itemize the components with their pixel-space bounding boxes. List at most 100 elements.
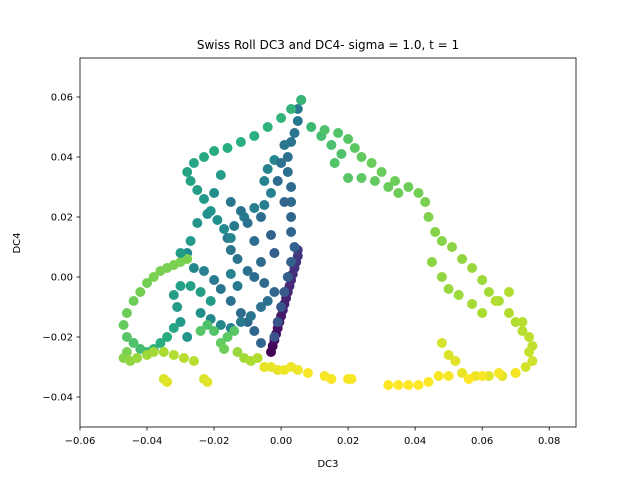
scatter-point: [457, 254, 468, 264]
scatter-point: [272, 176, 283, 186]
scatter-point: [202, 209, 213, 219]
scatter-point: [209, 146, 220, 156]
scatter-point: [336, 149, 347, 159]
scatter-point: [185, 236, 196, 246]
scatter-point: [195, 326, 206, 336]
scatter-point: [279, 197, 290, 207]
scatter-point: [279, 287, 290, 297]
scatter-point: [369, 176, 380, 186]
scatter-point: [343, 173, 354, 183]
scatter-point: [256, 338, 266, 348]
scatter-point: [128, 338, 139, 348]
scatter-point: [249, 131, 260, 141]
scatter-point: [148, 347, 159, 357]
y-axis-label: DC4: [12, 232, 23, 253]
scatter-point: [168, 290, 179, 300]
scatter-point: [215, 320, 226, 330]
scatter-point: [232, 281, 243, 291]
scatter-point: [199, 266, 209, 276]
scatter-point: [403, 380, 414, 390]
scatter-point: [420, 197, 431, 207]
y-tick-label: 0.04: [51, 153, 73, 164]
scatter-point: [426, 257, 437, 267]
scatter-point: [527, 356, 538, 366]
scatter-point: [447, 242, 457, 252]
x-axis-label: DC3: [317, 459, 338, 470]
scatter-point: [286, 212, 297, 222]
scatter-point: [276, 158, 287, 168]
scatter-point: [524, 347, 535, 357]
scatter-point: [517, 317, 528, 327]
scatter-point: [192, 185, 203, 195]
x-tick-label: −0.04: [132, 436, 163, 447]
scatter-point: [286, 257, 297, 267]
scatter-point: [286, 182, 297, 192]
scatter-point: [289, 242, 300, 252]
scatter-point: [242, 218, 253, 228]
chart-title: Swiss Roll DC3 and DC4- sigma = 1.0, t =…: [197, 38, 459, 52]
scatter-point: [269, 248, 280, 258]
scatter-point: [121, 308, 132, 318]
scatter-point: [225, 233, 236, 243]
scatter-point: [256, 257, 266, 267]
scatter-point: [296, 95, 307, 105]
scatter-point: [393, 188, 404, 198]
x-tick-label: 0.02: [337, 436, 359, 447]
scatter-point: [199, 194, 209, 204]
scatter-point: [443, 284, 454, 294]
scatter-point: [155, 338, 166, 348]
y-tick-label: −0.04: [42, 393, 73, 404]
scatter-point: [235, 206, 246, 216]
scatter-point: [222, 332, 233, 342]
scatter-point: [436, 236, 447, 246]
scatter-point: [135, 287, 146, 297]
scatter-point: [209, 275, 220, 285]
scatter-point: [148, 272, 159, 282]
scatter-point: [245, 311, 256, 321]
scatter-point: [517, 326, 528, 336]
scatter-point: [256, 302, 266, 312]
scatter-point: [192, 218, 203, 228]
scatter-point: [266, 230, 276, 240]
scatter-point: [235, 317, 246, 327]
x-tick-label: 0.06: [471, 436, 493, 447]
scatter-point: [326, 374, 337, 384]
scatter-point: [199, 152, 209, 162]
scatter-point: [477, 308, 488, 318]
scatter-point: [289, 128, 300, 138]
scatter-point: [172, 302, 183, 312]
scatter-point: [477, 275, 488, 285]
scatter-point: [215, 170, 226, 180]
scatter-point: [510, 368, 521, 378]
scatter-point: [463, 374, 474, 384]
scatter-point: [212, 215, 223, 225]
scatter-point: [249, 203, 260, 213]
y-tick-label: 0.06: [51, 93, 73, 104]
scatter-point: [349, 143, 360, 153]
scatter-point: [453, 290, 464, 300]
scatter-point: [225, 296, 236, 306]
scatter-point: [195, 287, 206, 297]
scatter-point: [209, 188, 220, 198]
scatter-point: [493, 368, 504, 378]
scatter-point: [195, 308, 206, 318]
scatter-point: [343, 134, 354, 144]
scatter-point: [175, 248, 186, 258]
scatter-point: [232, 347, 243, 357]
scatter-point: [188, 263, 199, 273]
scatter-point: [178, 353, 189, 363]
scatter-point: [202, 320, 213, 330]
scatter-point: [256, 212, 266, 222]
scatter-point: [128, 296, 139, 306]
scatter-point: [329, 158, 340, 168]
scatter-point: [158, 347, 169, 357]
scatter-point: [249, 326, 260, 336]
scatter-point: [423, 212, 434, 222]
scatter-point: [383, 380, 394, 390]
scatter-point: [286, 104, 297, 114]
scatter-point: [483, 287, 494, 297]
plot-frame: [79, 57, 577, 428]
scatter-point: [467, 263, 478, 273]
scatter-point: [132, 353, 142, 363]
scatter-point: [269, 287, 280, 297]
